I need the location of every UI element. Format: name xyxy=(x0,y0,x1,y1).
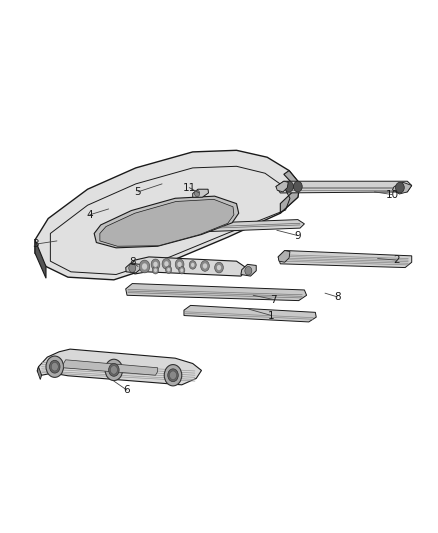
Circle shape xyxy=(166,266,172,273)
Polygon shape xyxy=(241,264,256,276)
Polygon shape xyxy=(184,305,316,322)
Text: 1: 1 xyxy=(268,311,275,320)
Circle shape xyxy=(51,362,58,371)
Circle shape xyxy=(191,263,194,267)
Circle shape xyxy=(189,261,196,269)
Circle shape xyxy=(167,268,170,271)
Circle shape xyxy=(217,265,221,270)
Text: 7: 7 xyxy=(270,295,277,304)
Circle shape xyxy=(170,371,177,379)
Polygon shape xyxy=(35,150,300,280)
Circle shape xyxy=(201,261,209,271)
Circle shape xyxy=(168,369,178,382)
Polygon shape xyxy=(125,220,304,235)
Polygon shape xyxy=(37,367,42,379)
Text: 6: 6 xyxy=(124,385,131,395)
Circle shape xyxy=(49,360,60,373)
Circle shape xyxy=(245,266,252,275)
Polygon shape xyxy=(278,251,290,262)
Circle shape xyxy=(153,262,158,267)
Polygon shape xyxy=(100,199,234,246)
Circle shape xyxy=(194,190,200,197)
Circle shape xyxy=(105,359,123,381)
Circle shape xyxy=(396,182,404,193)
Circle shape xyxy=(110,366,117,374)
Circle shape xyxy=(151,259,160,270)
Text: 9: 9 xyxy=(294,231,301,240)
Polygon shape xyxy=(193,189,208,197)
Text: 8: 8 xyxy=(334,292,341,302)
Polygon shape xyxy=(278,251,412,268)
Polygon shape xyxy=(126,284,307,301)
Circle shape xyxy=(179,266,185,274)
Text: 5: 5 xyxy=(134,187,141,197)
Text: 11: 11 xyxy=(183,183,196,192)
Polygon shape xyxy=(94,196,239,248)
Circle shape xyxy=(152,266,159,274)
Circle shape xyxy=(129,264,136,272)
Circle shape xyxy=(180,269,183,272)
Circle shape xyxy=(285,181,293,192)
Circle shape xyxy=(154,269,157,272)
Circle shape xyxy=(139,260,150,273)
Circle shape xyxy=(109,364,119,376)
Circle shape xyxy=(164,261,169,266)
Circle shape xyxy=(162,259,171,269)
Text: 4: 4 xyxy=(86,210,93,220)
Polygon shape xyxy=(37,349,201,385)
Text: 10: 10 xyxy=(385,190,399,199)
Polygon shape xyxy=(127,257,247,276)
Polygon shape xyxy=(276,181,288,192)
Polygon shape xyxy=(276,181,412,193)
Polygon shape xyxy=(392,182,412,194)
Polygon shape xyxy=(126,263,141,273)
Circle shape xyxy=(46,356,64,377)
Circle shape xyxy=(164,365,182,386)
Polygon shape xyxy=(125,224,136,233)
Polygon shape xyxy=(64,360,158,375)
Polygon shape xyxy=(280,171,300,213)
Polygon shape xyxy=(35,240,46,278)
Circle shape xyxy=(142,263,147,270)
Circle shape xyxy=(293,181,302,192)
Circle shape xyxy=(215,262,223,273)
Circle shape xyxy=(177,262,182,267)
Text: 2: 2 xyxy=(393,255,400,265)
Circle shape xyxy=(203,263,207,269)
Text: 8: 8 xyxy=(129,257,136,267)
Circle shape xyxy=(175,259,184,270)
Text: 3: 3 xyxy=(32,239,39,249)
